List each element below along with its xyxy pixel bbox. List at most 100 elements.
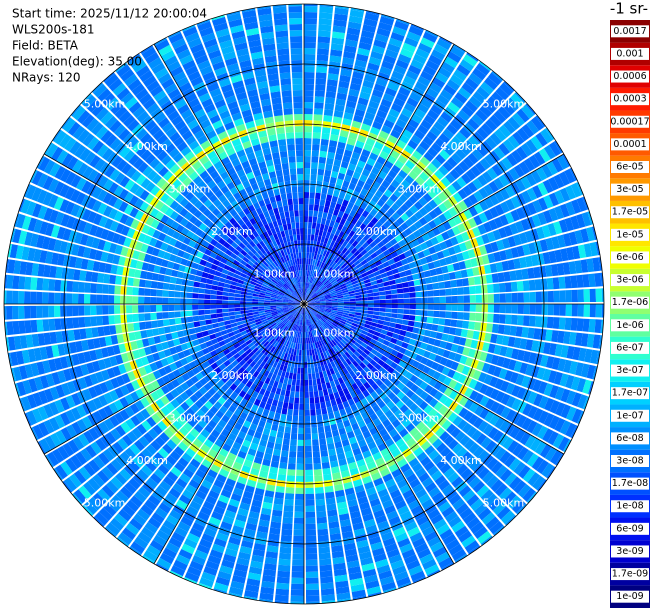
ray-gate [468,194,479,205]
ray-gate [121,323,129,333]
ray-gate [313,469,322,476]
ray-gate [313,299,320,302]
ray-gate [295,487,304,494]
ray-gate [36,319,44,332]
ray-gate [484,197,494,209]
ray-gate [466,330,474,339]
ray-gate [400,395,410,404]
ray-gate [322,413,329,421]
ray-gate [144,296,151,304]
ray-gate [375,341,383,348]
ray-gate [349,254,356,261]
ray-gate [345,143,355,152]
ray-gate [362,234,370,242]
ray-gate [473,463,486,476]
ray-gate [541,224,551,238]
ray-gate [332,282,339,287]
ray-gate [329,315,336,320]
ray-gate [304,156,311,163]
ray-gate [387,169,398,179]
ray-gate [392,333,400,340]
ray-gate [156,297,163,304]
ray-gate [455,234,465,244]
ray-gate [511,385,521,397]
ray-gate [309,391,314,398]
ray-gate [460,329,468,338]
ray-gate [298,409,304,416]
ray-gate [483,221,493,233]
ray-gate [326,238,332,246]
ray-gate [364,266,372,272]
ray-gate [360,290,368,295]
ray-gate [395,92,408,102]
ray-gate [494,483,508,497]
ray-gate [311,310,316,316]
ray-gate [503,491,517,505]
ray-gate [357,278,364,283]
ray-gate [321,243,327,250]
ray-gate [405,399,414,408]
ray-gate [334,203,342,211]
ray-gate [304,433,312,440]
ray-gate [403,75,416,86]
ray-gate [305,481,314,488]
ray-gate [442,128,454,140]
ray-gate [506,395,516,408]
ray-gate [315,402,321,410]
ray-gate [313,390,319,398]
ray-gate [355,297,362,301]
ray-gate [252,306,259,310]
ray-gate [432,77,446,89]
ray-gate [555,453,564,466]
ray-gate [327,285,334,290]
ray-gate [420,356,429,365]
ray-gate [305,270,308,277]
ray-gate [387,81,400,92]
ray-gate [475,161,486,174]
ray-gate [475,294,482,303]
ray-gate [427,188,437,199]
ray-gate [591,226,597,240]
ray-gate [457,312,464,320]
ray-gate [352,333,360,339]
ray-gate [331,300,338,303]
ray-gate [252,296,259,300]
ray-gate [528,315,536,327]
ray-gate [494,204,505,216]
ray-gate [325,307,332,310]
ray-gate [566,406,577,421]
ray-gate [455,502,469,515]
ray-gate [304,96,314,103]
ray-gate [299,391,304,398]
ray-gate [340,68,352,77]
ray-gate [458,200,468,211]
ray-gate [424,394,434,404]
ray-gate [305,457,313,464]
ray-gate [294,499,304,506]
ray-gate [334,285,341,290]
ray-gate [308,304,314,306]
ray-gate [468,378,478,390]
ray-gate [365,285,373,291]
ray-gate [327,245,333,253]
ray-gate [319,305,326,308]
ray-gate [342,199,349,207]
ray-gate [310,283,314,290]
ray-gate [311,309,317,314]
ray-gate [317,534,329,542]
ray-gate [457,223,467,233]
ray-gate [372,334,379,341]
ray-gate [488,219,498,231]
ray-gate [385,198,395,207]
ray-gate [363,348,371,356]
ray-gate [305,571,319,578]
ray-gate [415,291,422,298]
ray-gate [370,50,384,60]
ray-gate [403,298,410,304]
ray-gate [198,315,206,321]
ray-gate [438,281,446,289]
ray-gate [378,104,390,114]
ray-gate [405,422,416,433]
ray-gate [473,417,484,429]
ray-gate [586,333,595,348]
